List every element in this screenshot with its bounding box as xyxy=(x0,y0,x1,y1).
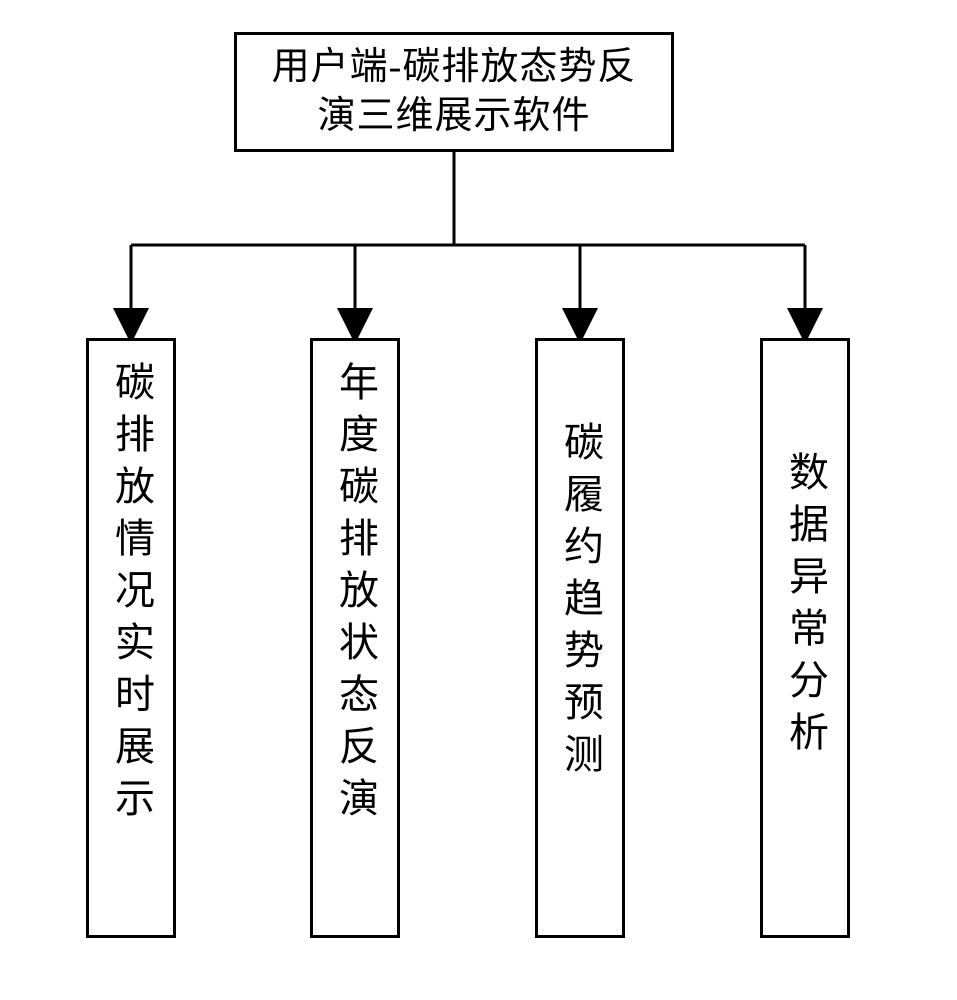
child-label-3: 数据异常分析 xyxy=(785,451,825,763)
child-node-1: 年度碳排放状态反演 xyxy=(310,338,400,938)
root-label-line2: 演三维展示软件 xyxy=(317,95,590,137)
child-node-3: 数据异常分析 xyxy=(760,338,850,938)
child-node-0: 碳排放情况实时展示 xyxy=(86,338,176,938)
child-label-2: 碳履约趋势预测 xyxy=(560,421,600,785)
child-node-2: 碳履约趋势预测 xyxy=(535,338,625,938)
child-label-1: 年度碳排放状态反演 xyxy=(335,361,375,829)
child-label-0: 碳排放情况实时展示 xyxy=(111,361,151,829)
root-label-line1: 用户端-碳排放态势反 xyxy=(272,46,637,88)
root-label: 用户端-碳排放态势反 演三维展示软件 xyxy=(272,43,637,142)
tree-diagram: 用户端-碳排放态势反 演三维展示软件 碳排放情况实时展示 年度碳排放状态反演 碳… xyxy=(0,0,957,1000)
root-node: 用户端-碳排放态势反 演三维展示软件 xyxy=(234,32,674,152)
